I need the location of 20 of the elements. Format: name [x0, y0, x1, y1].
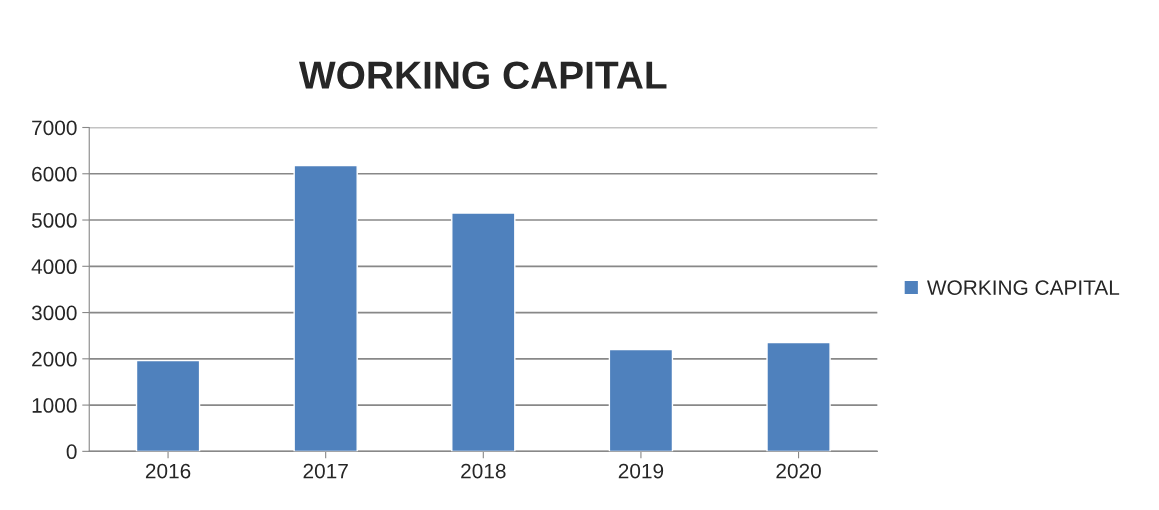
x-tick-label: 2017 — [303, 463, 348, 479]
bar — [135, 359, 201, 452]
bar — [293, 164, 358, 452]
y-tick-label: 6000 — [32, 166, 77, 182]
bar — [608, 348, 674, 452]
legend-label: WORKING CAPITAL — [927, 280, 1120, 296]
bar — [766, 341, 831, 452]
y-tick-label: 5000 — [31, 213, 77, 228]
y-tick-label: 1000 — [32, 398, 77, 413]
bar — [451, 212, 516, 452]
x-tick-label: 2020 — [776, 463, 821, 479]
x-tick-label: 2018 — [461, 463, 506, 479]
y-tick-label: 3000 — [31, 305, 77, 321]
x-tick-label: 2016 — [145, 463, 191, 479]
chart-title: WORKING CAPITAL — [298, 61, 667, 89]
x-tick-label: 2019 — [618, 463, 664, 479]
y-tick-label: 0 — [66, 444, 77, 460]
y-tick-label: 2000 — [32, 351, 77, 367]
y-tick-label: 7000 — [32, 120, 77, 136]
y-tick-label: 4000 — [31, 259, 77, 275]
